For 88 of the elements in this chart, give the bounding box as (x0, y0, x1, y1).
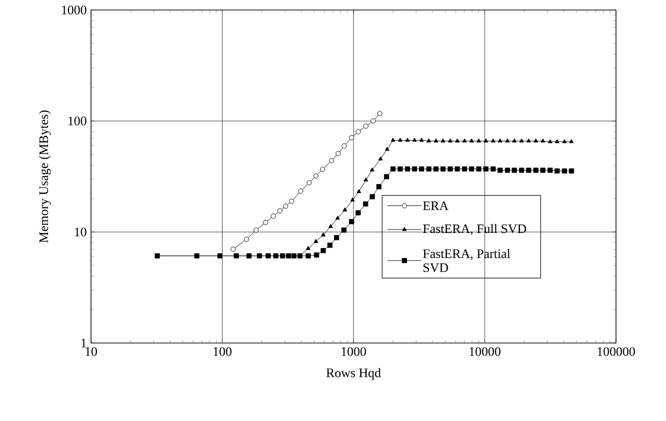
point (433, 166, 439, 172)
point (320, 232, 326, 236)
point (490, 166, 496, 172)
point (533, 168, 538, 173)
point (476, 166, 482, 172)
point (440, 138, 446, 142)
point (314, 239, 318, 243)
y-tick-label: 1000 (62, 6, 86, 14)
point (356, 189, 362, 194)
point (490, 138, 496, 142)
point (554, 139, 560, 144)
legend-label: ERA (423, 201, 448, 210)
y-axis-title: Memory Usage (MBytes) (38, 110, 51, 243)
point (455, 138, 460, 142)
y-tick-label: 10 (75, 228, 86, 236)
point (314, 252, 320, 258)
x-tick-label: 10 (86, 347, 97, 356)
point (448, 166, 453, 172)
point (526, 138, 531, 142)
point (519, 168, 524, 173)
x-tick-label: 10000 (470, 347, 500, 356)
point (440, 166, 446, 172)
point (540, 168, 546, 173)
point (504, 168, 510, 173)
point (498, 168, 503, 173)
point (554, 168, 560, 174)
point (540, 138, 546, 142)
point (426, 166, 432, 172)
point (548, 168, 553, 173)
point (398, 166, 403, 172)
point (512, 168, 517, 173)
point (469, 138, 474, 142)
point (454, 166, 460, 172)
point (370, 194, 375, 200)
point (370, 167, 374, 172)
x-tick-label: 1000 (342, 347, 366, 356)
point (320, 248, 326, 254)
point (390, 138, 396, 142)
x-tick-label: 100000 (598, 347, 635, 356)
point (569, 139, 574, 144)
point (335, 216, 340, 220)
point (341, 228, 346, 233)
point (419, 166, 424, 172)
point (328, 224, 333, 228)
point (548, 139, 552, 144)
point (568, 168, 574, 174)
point (462, 166, 468, 172)
point (448, 138, 452, 142)
y-tick-label: 1 (81, 338, 86, 348)
point (306, 246, 310, 250)
point (384, 146, 390, 151)
point (384, 174, 390, 180)
y-tick-label: 100 (68, 116, 86, 126)
x-axis-title: Rows Hqd (326, 368, 381, 380)
point (364, 177, 368, 182)
point (350, 198, 355, 202)
point (412, 166, 418, 172)
point (378, 156, 383, 160)
point (356, 210, 361, 216)
point (462, 138, 467, 142)
point (476, 138, 481, 142)
point (327, 242, 332, 248)
point (412, 138, 417, 142)
point (363, 201, 368, 206)
point (498, 138, 502, 142)
point (334, 235, 340, 240)
point (562, 168, 568, 174)
point (405, 138, 410, 142)
point (404, 166, 410, 172)
point (390, 166, 396, 172)
x-tick-label: 100 (214, 347, 232, 356)
point (419, 138, 424, 142)
point (376, 184, 382, 190)
point (306, 253, 311, 258)
point (505, 138, 510, 142)
point (342, 207, 348, 212)
point (469, 166, 474, 172)
point (519, 138, 524, 142)
point (483, 166, 488, 172)
point (434, 138, 438, 142)
point (512, 138, 517, 142)
point (398, 138, 402, 142)
point (526, 168, 532, 173)
point (534, 138, 538, 142)
point (426, 138, 432, 142)
point (484, 138, 488, 142)
point (349, 219, 354, 224)
point (562, 139, 567, 144)
